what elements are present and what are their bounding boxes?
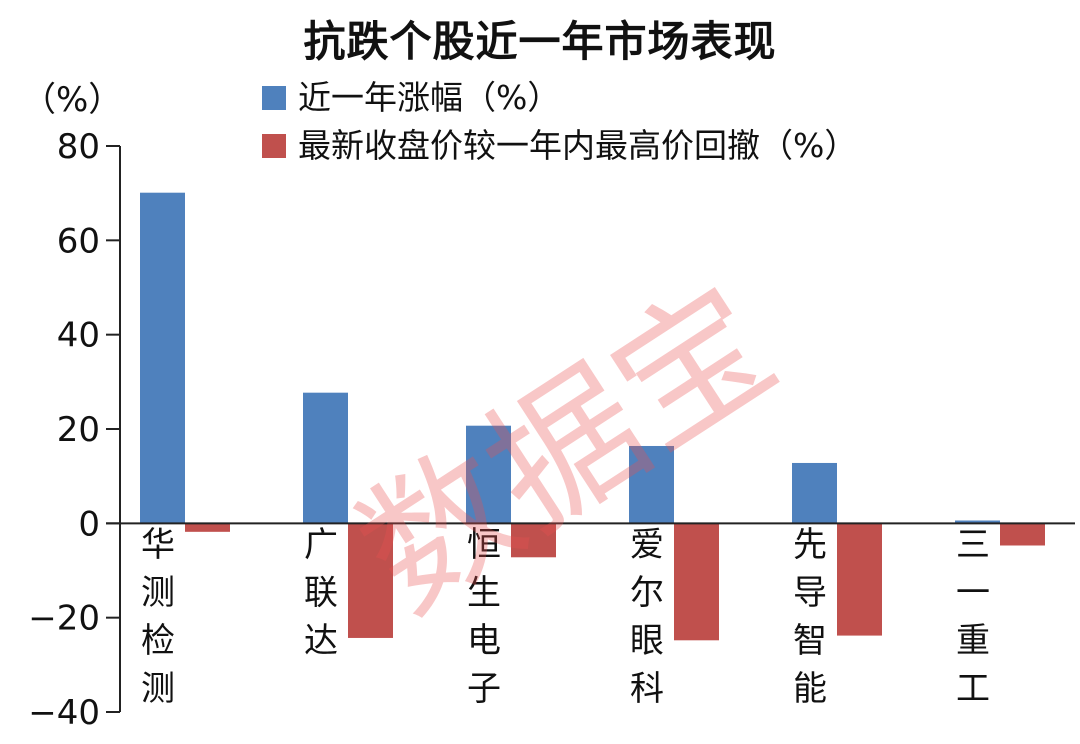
x-category-label: 电	[467, 621, 501, 661]
y-tick-label: 0	[78, 504, 100, 544]
legend-item-series-1: 近一年涨幅（%）	[262, 74, 857, 122]
x-category-label: 一	[956, 573, 990, 613]
bar-gain	[466, 425, 511, 524]
x-category-label: 广	[304, 525, 338, 565]
x-category-label: 测	[141, 669, 175, 709]
x-category-label: 能	[793, 669, 827, 709]
y-tick-label: −40	[28, 693, 100, 733]
x-category-label: 恒	[467, 525, 501, 565]
bar-drawdown	[1000, 523, 1045, 546]
legend-label-series-2: 最新收盘价较一年内最高价回撤（%）	[298, 126, 858, 165]
bar-gain	[303, 392, 348, 524]
x-category-label: 重	[956, 621, 990, 661]
bar-drawdown	[348, 523, 393, 638]
bar-drawdown	[185, 523, 230, 532]
legend-label-series-1: 近一年涨幅（%）	[298, 78, 561, 117]
y-tick-label: 60	[57, 221, 100, 261]
x-category-label: 导	[793, 573, 827, 613]
x-category-label: 子	[467, 669, 501, 709]
x-category-label: 华	[141, 525, 175, 565]
x-category-label: 工	[956, 669, 990, 709]
x-category-label: 达	[304, 621, 338, 661]
x-category-label: 科	[630, 669, 664, 709]
x-category-label: 生	[467, 573, 501, 613]
legend-swatch-series-2	[262, 134, 286, 158]
legend-swatch-series-1	[262, 86, 286, 110]
bar-drawdown	[511, 523, 556, 558]
y-tick-label: 80	[57, 127, 100, 167]
x-category-label: 联	[304, 573, 338, 613]
x-category-label: 爱	[630, 525, 664, 565]
bar-gain	[792, 462, 837, 524]
x-category-label: 测	[141, 573, 175, 613]
chart-title: 抗跌个股近一年市场表现	[303, 17, 777, 66]
bar-drawdown	[837, 523, 882, 636]
y-tick-label: 20	[57, 410, 100, 450]
x-category-label: 先	[793, 525, 827, 565]
x-category-label: 三	[956, 525, 990, 565]
bar-gain	[140, 192, 185, 524]
bar-drawdown	[674, 523, 719, 641]
x-category-label: 智	[793, 621, 827, 661]
bar-gain	[629, 445, 674, 524]
x-category-label: 检	[141, 621, 175, 661]
legend: 近一年涨幅（%） 最新收盘价较一年内最高价回撤（%）	[262, 74, 857, 170]
x-category-label: 眼	[630, 621, 664, 661]
x-category-label: 尔	[630, 573, 664, 613]
y-axis-unit-label: （%）	[22, 80, 123, 120]
legend-item-series-2: 最新收盘价较一年内最高价回撤（%）	[262, 122, 857, 170]
y-tick-label: 40	[57, 316, 100, 356]
y-tick-label: −20	[28, 599, 100, 639]
bar-gain	[955, 520, 1000, 524]
